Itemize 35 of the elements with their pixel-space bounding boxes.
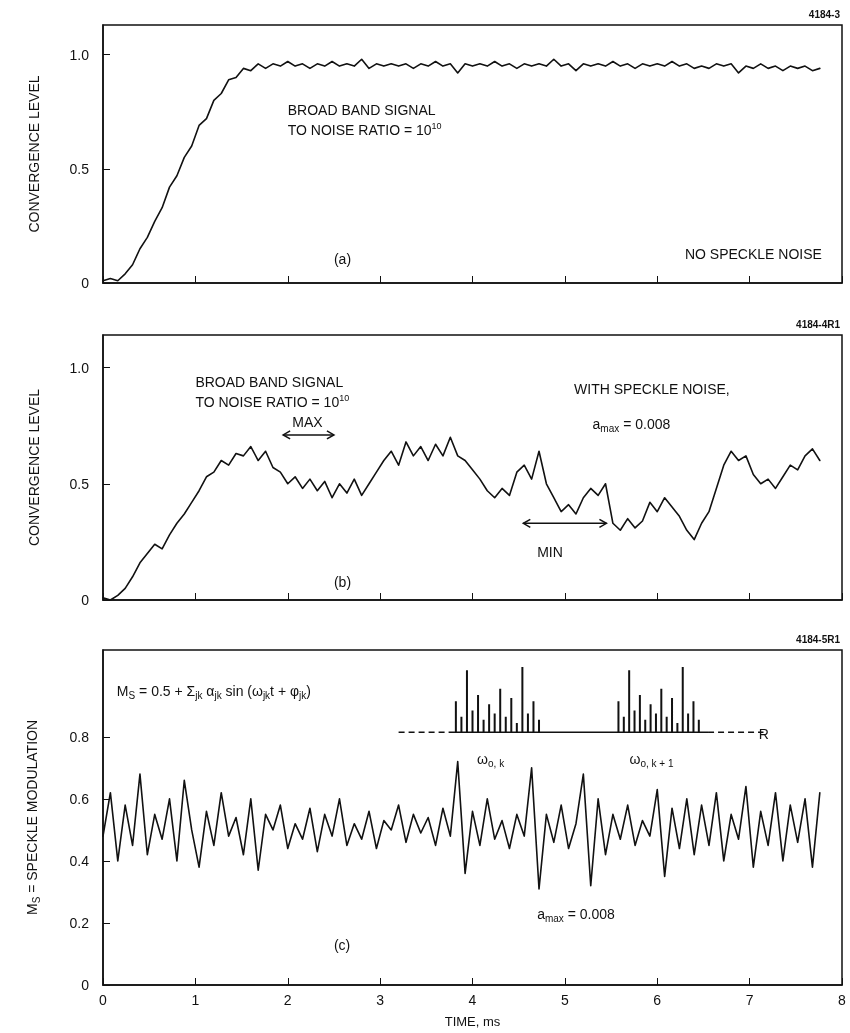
x-tick-label: 1 (191, 992, 200, 1008)
y-tick-label: 0 (81, 275, 90, 291)
annotation: R (758, 726, 769, 743)
text: 4184-4R1 (796, 318, 841, 330)
x-tick-label: 8 (838, 992, 847, 1008)
x-tick-label: 7 (745, 992, 754, 1008)
y-tick-label: 1.0 (69, 359, 90, 376)
y-tick-label: 0 (81, 977, 90, 993)
y-tick-label: 0.2 (69, 914, 90, 931)
y-tick-label: 0.5 (69, 160, 90, 177)
y-tick-label: 0.5 (69, 475, 90, 492)
x-axis-title: TIME, ms (444, 1014, 501, 1029)
y-tick-label: 0.4 (69, 852, 90, 869)
y-axis-title: CONVERGENCE LEVEL (26, 75, 42, 233)
y-axis-title: CONVERGENCE LEVEL (26, 388, 42, 547)
annotation: MAX (292, 413, 324, 430)
x-tick-label: 3 (376, 992, 385, 1008)
annotation: WITH SPECKLE NOISE, (574, 381, 730, 398)
x-tick-label: 2 (283, 992, 292, 1008)
y-tick-label: 0.8 (69, 728, 90, 745)
annotation: MIN (537, 543, 563, 560)
annotation: NO SPECKLE NOISE (684, 246, 822, 263)
annotation: (a) (333, 250, 352, 267)
y-axis-title: MS = SPECKLE MODULATION (23, 719, 42, 916)
x-tick-label: 6 (653, 992, 662, 1008)
x-tick-label: 4 (468, 992, 477, 1008)
annotation: (c) (333, 937, 351, 954)
text: 4184-3 (808, 8, 841, 20)
annotation: (b) (333, 574, 352, 591)
x-tick-label: 0 (99, 992, 108, 1008)
text: 4184-5R1 (796, 633, 841, 645)
y-tick-label: 0 (81, 592, 90, 608)
x-tick-label: 5 (560, 992, 569, 1008)
y-tick-label: 1.0 (69, 46, 90, 63)
y-tick-label: 0.6 (69, 790, 90, 807)
